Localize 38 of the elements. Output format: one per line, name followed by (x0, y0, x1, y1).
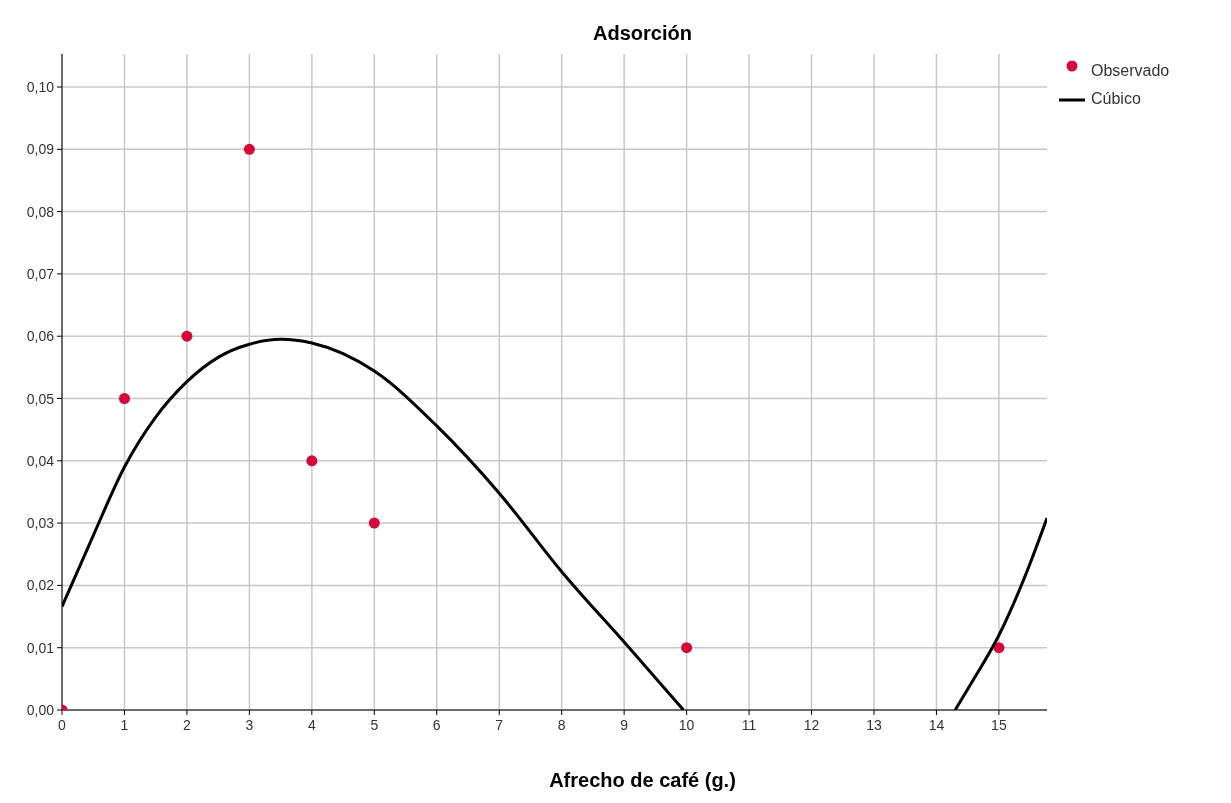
point (181, 330, 193, 342)
y-tick-label: 0,01 (26, 639, 55, 656)
point (118, 393, 130, 405)
point (243, 143, 255, 155)
y-tick-label: 0,02 (26, 577, 55, 594)
x-tick-label: 6 (432, 717, 441, 733)
point (368, 517, 380, 529)
point (306, 455, 318, 467)
y-tick-label: 0,10 (26, 79, 55, 96)
x-tick-label: 7 (495, 717, 504, 733)
x-tick-label: 8 (557, 717, 566, 733)
x-tick-label: 11 (741, 717, 757, 733)
x-tick-label: 14 (928, 717, 945, 733)
y-tick-label: 0,04 (26, 452, 55, 469)
y-tick-label: 0,08 (26, 203, 55, 220)
y-tick-label: 0,05 (26, 390, 55, 407)
x-tick-label: 4 (307, 717, 316, 733)
chart-title: Adsorción (593, 22, 692, 44)
point (681, 642, 693, 654)
x-tick-label: 9 (620, 717, 629, 733)
point (993, 642, 1005, 654)
legend-label: Cúbico (1091, 90, 1141, 107)
y-tick-label: 0,09 (26, 141, 55, 158)
x-tick-label: 0 (58, 717, 67, 733)
x-tick-label: 15 (991, 717, 1007, 733)
x-tick-label: 12 (803, 717, 820, 733)
x-tick-label: 5 (370, 717, 379, 733)
x-tick-label: 1 (120, 717, 129, 733)
x-axis-title: Afrecho de café (g.) (549, 769, 736, 791)
x-tick-label: 10 (678, 717, 695, 733)
y-tick-label: 0,03 (26, 515, 55, 532)
x-tick-label: 13 (866, 717, 882, 733)
y-tick-label: 0,00 (26, 702, 55, 718)
y-tick-label: 0,07 (26, 265, 55, 282)
legend-label: Observado (1091, 62, 1170, 79)
x-tick-label: 3 (245, 717, 254, 733)
y-tick-label: 0,06 (26, 328, 55, 345)
x-tick-label: 2 (183, 717, 192, 733)
